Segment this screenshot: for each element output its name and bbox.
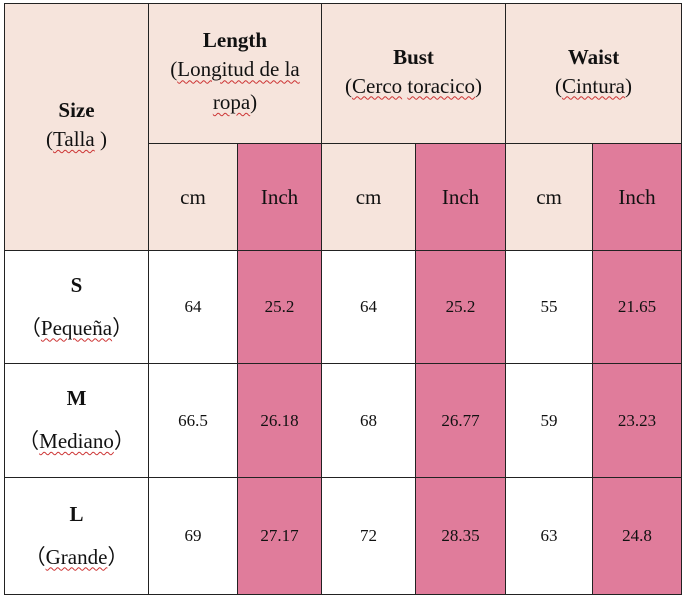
bust-cm-cell: 72 (321, 477, 417, 595)
size-cell: S （Pequeña） (4, 250, 149, 364)
length-inch-cell: 27.17 (236, 477, 323, 595)
length-inch-cell: 25.2 (236, 250, 323, 364)
table-row: L （Grande） 69 27.17 72 28.35 63 24.8 (4, 477, 683, 595)
length-cm-cell: 66.5 (148, 363, 238, 478)
size-cell: L （Grande） (4, 477, 149, 595)
size-header-title: Size (58, 98, 95, 123)
waist-cm-unit: cm (505, 143, 594, 251)
size-cell: M （Mediano） (4, 363, 149, 478)
bust-header-title: Bust (393, 44, 434, 69)
bust-header: Bust (Cerco toracico) (321, 3, 507, 144)
bust-inch-unit: Inch (415, 143, 507, 251)
waist-header-title: Waist (567, 44, 620, 69)
length-inch-cell: 26.18 (236, 363, 323, 478)
bust-inch-cell: 26.77 (415, 363, 507, 478)
waist-header: Waist (Cintura) (505, 3, 683, 144)
length-cm-unit: cm (148, 143, 238, 251)
size-header: Size (Talla ) (4, 3, 149, 251)
length-header-subtitle-line1: (Longitud de la (170, 57, 300, 82)
length-header-subtitle-line2: ropa) (212, 90, 258, 114)
size-header-subtitle: (Talla ) (46, 127, 107, 152)
waist-inch-cell: 21.65 (592, 250, 683, 364)
waist-inch-cell: 24.8 (592, 477, 683, 595)
waist-cm-cell: 59 (505, 363, 594, 478)
table-row: S （Pequeña） 64 25.2 64 25.2 55 21.65 (4, 250, 683, 364)
bust-cm-cell: 68 (321, 363, 417, 478)
bust-header-subtitle: (Cerco toracico) (345, 73, 483, 98)
waist-header-subtitle: (Cintura) (555, 73, 633, 98)
waist-cm-cell: 55 (505, 250, 594, 364)
table-row: M （Mediano） 66.5 26.18 68 26.77 59 23.23 (4, 363, 683, 478)
header-row-top: Size (Talla ) Length (Longitud de la rop… (4, 3, 683, 251)
size-letter: S (70, 272, 83, 297)
length-cm-cell: 69 (148, 477, 238, 595)
bust-inch-cell: 28.35 (415, 477, 507, 595)
bust-cm-cell: 64 (321, 250, 417, 364)
size-name: （Grande） (24, 544, 129, 569)
size-letter: M (66, 386, 87, 410)
header-row-units: cm Inch cm Inch cm Inch (5, 143, 683, 251)
size-name: （Pequeña） (19, 315, 134, 340)
bust-inch-cell: 25.2 (415, 250, 507, 364)
length-inch-unit: Inch (236, 143, 323, 251)
waist-inch-unit: Inch (592, 143, 683, 251)
size-letter: L (69, 501, 84, 526)
size-name: （Mediano） (18, 429, 135, 453)
waist-inch-cell: 23.23 (592, 363, 683, 478)
waist-cm-cell: 63 (505, 477, 594, 595)
size-chart-table: Size (Talla ) Length (Longitud de la rop… (4, 3, 683, 595)
length-header-title: Length (202, 28, 268, 53)
bust-cm-unit: cm (321, 143, 417, 251)
length-cm-cell: 64 (148, 250, 238, 364)
length-header: Length (Longitud de la ropa) (147, 3, 323, 144)
